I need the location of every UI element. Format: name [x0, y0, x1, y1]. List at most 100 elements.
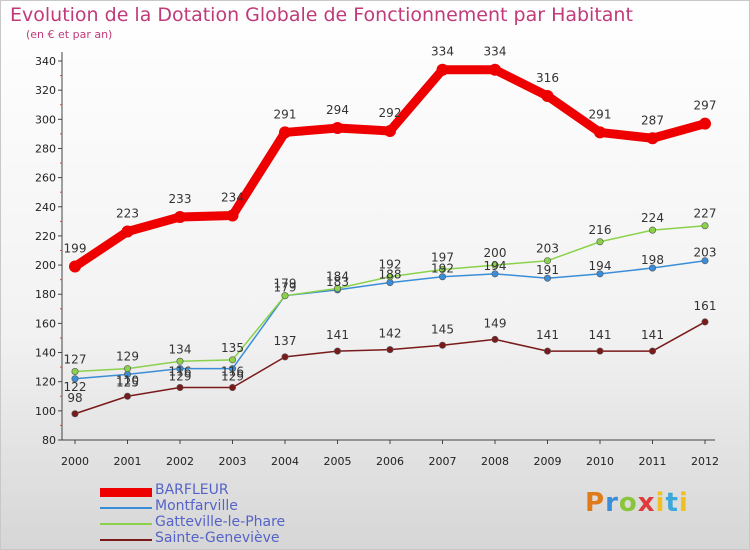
- data-point-barfleur: [646, 132, 659, 145]
- data-label-gatteville-le-phare: 216: [589, 223, 612, 237]
- data-point-sainte-genevi-ve: [176, 384, 184, 392]
- y-tick-label: 340: [35, 55, 56, 68]
- data-label-montfarville: 122: [64, 380, 87, 394]
- legend-swatch: [100, 507, 152, 509]
- data-label-gatteville-le-phare: 184: [326, 269, 349, 283]
- data-point-gatteville-le-phare: [491, 261, 499, 269]
- data-label-barfleur: 316: [536, 71, 559, 85]
- data-label-gatteville-le-phare: 134: [169, 342, 192, 356]
- line-chart: 80 100 120 140 160 180 200 220 240 260 280 300 320 34…: [35, 45, 719, 468]
- data-label-barfleur: 233: [169, 192, 192, 206]
- data-label-gatteville-le-phare: 200: [484, 246, 507, 260]
- data-point-gatteville-le-phare: [701, 222, 709, 230]
- data-label-montfarville: 125: [116, 375, 139, 389]
- series-line-barfleur: [70, 65, 710, 272]
- x-tick-label: 2007: [429, 455, 457, 468]
- data-label-sainte-genevi-ve: 141: [536, 328, 559, 342]
- legend-label: Sainte-Geneviève: [155, 530, 280, 546]
- data-label-barfleur: 294: [326, 103, 349, 117]
- x-tick-label: 2005: [324, 455, 352, 468]
- x-tick-label: 2012: [691, 455, 719, 468]
- y-tick-label: 140: [35, 347, 56, 360]
- data-point-sainte-genevi-ve: [333, 347, 341, 355]
- chart-subtitle: (en € et par an): [26, 28, 113, 41]
- data-label-sainte-genevi-ve: 110: [116, 373, 139, 387]
- data-label-barfleur: 291: [274, 107, 297, 121]
- legend-label: Gatteville-le-Phare: [155, 514, 286, 530]
- data-label-barfleur: 291: [589, 107, 612, 121]
- data-point-gatteville-le-phare: [229, 356, 237, 364]
- data-point-barfleur: [594, 126, 606, 139]
- data-label-barfleur: 287: [641, 113, 664, 127]
- data-point-sainte-genevi-ve: [124, 392, 132, 400]
- y-tick-label: 80: [42, 434, 56, 447]
- data-label-barfleur: 199: [64, 242, 87, 256]
- data-point-montfarville: [71, 375, 79, 383]
- x-tick-label: 2008: [481, 455, 509, 468]
- data-label-montfarville: 194: [484, 259, 507, 273]
- data-point-sainte-genevi-ve: [386, 346, 394, 354]
- data-point-sainte-genevi-ve: [438, 341, 446, 349]
- data-label-gatteville-le-phare: 227: [694, 207, 717, 221]
- data-label-sainte-genevi-ve: 137: [274, 334, 297, 348]
- data-label-gatteville-le-phare: 179: [274, 277, 297, 291]
- data-point-montfarville: [438, 273, 446, 281]
- data-label-barfleur: 292: [379, 106, 402, 120]
- data-point-barfleur: [69, 260, 81, 273]
- data-point-barfleur: [699, 117, 711, 130]
- data-point-barfleur: [489, 63, 501, 76]
- data-point-montfarville: [491, 270, 499, 278]
- x-tick-label: 2009: [534, 455, 562, 468]
- data-label-montfarville: 129: [221, 370, 244, 384]
- data-point-montfarville: [543, 274, 551, 282]
- data-label-barfleur: 297: [694, 99, 717, 113]
- data-label-montfarville: 129: [169, 370, 192, 384]
- data-label-gatteville-le-phare: 135: [221, 341, 244, 355]
- legend-swatch: [100, 539, 152, 541]
- data-label-sainte-genevi-ve: 116: [169, 365, 192, 379]
- data-label-sainte-genevi-ve: 98: [67, 391, 82, 405]
- x-tick-label: 2010: [586, 455, 614, 468]
- legend-item: Montfarville: [100, 498, 360, 516]
- data-label-montfarville: 191: [536, 263, 559, 277]
- y-tick-label: 180: [35, 288, 56, 301]
- data-point-gatteville-le-phare: [543, 257, 551, 265]
- y-tick-label: 220: [35, 230, 56, 243]
- data-point-barfleur: [121, 225, 134, 238]
- y-tick-label: 280: [35, 142, 56, 155]
- data-point-gatteville-le-phare: [596, 238, 604, 246]
- data-label-sainte-genevi-ve: 116: [221, 365, 244, 379]
- data-label-sainte-genevi-ve: 141: [326, 328, 349, 342]
- data-point-sainte-genevi-ve: [71, 410, 79, 418]
- data-point-gatteville-le-phare: [124, 365, 132, 373]
- data-label-montfarville: 203: [694, 246, 717, 260]
- data-label-gatteville-le-phare: 192: [379, 258, 402, 272]
- data-label-gatteville-le-phare: 203: [536, 242, 559, 256]
- data-point-montfarville: [648, 264, 656, 272]
- data-point-gatteville-le-phare: [386, 273, 394, 281]
- data-label-gatteville-le-phare: 224: [641, 211, 664, 225]
- y-tick-label: 200: [35, 259, 56, 272]
- data-label-montfarville: 192: [431, 262, 454, 276]
- y-tick-label: 260: [35, 172, 56, 185]
- data-point-gatteville-le-phare: [176, 357, 184, 365]
- data-label-barfleur: 223: [116, 207, 139, 221]
- data-point-montfarville: [229, 365, 237, 373]
- y-tick-label: 320: [35, 84, 56, 97]
- data-point-montfarville: [176, 365, 184, 373]
- data-point-sainte-genevi-ve: [491, 335, 499, 343]
- legend-swatch: [100, 487, 152, 497]
- data-point-barfleur: [226, 209, 239, 222]
- data-point-montfarville: [596, 270, 604, 278]
- data-point-sainte-genevi-ve: [596, 347, 604, 355]
- x-tick-label: 2001: [114, 455, 142, 468]
- y-tick-label: 240: [35, 201, 56, 214]
- y-tick-label: 120: [35, 376, 56, 389]
- data-point-sainte-genevi-ve: [543, 347, 551, 355]
- data-point-barfleur: [279, 126, 291, 139]
- data-label-barfleur: 334: [484, 45, 507, 59]
- y-tick-label: 100: [35, 405, 56, 418]
- data-label-gatteville-le-phare: 127: [64, 352, 87, 366]
- x-tick-label: 2003: [219, 455, 247, 468]
